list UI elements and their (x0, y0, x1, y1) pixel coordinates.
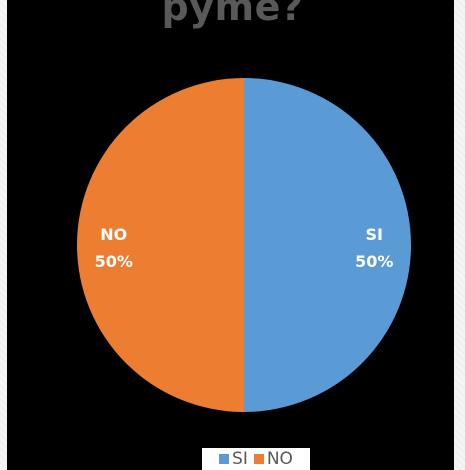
pie-slice-si (244, 78, 411, 412)
legend-swatch-si (219, 454, 230, 464)
data-label-percent-si: 50% (355, 252, 393, 271)
data-label-percent-no: 50% (95, 252, 133, 271)
pie-slice-no (77, 78, 244, 412)
data-label-category-si: SI (366, 225, 383, 244)
chart-title: pyme? (161, 0, 304, 29)
pie-slices (77, 78, 411, 412)
legend-item-si: SI (219, 449, 248, 469)
legend-label-no: NO (266, 449, 293, 469)
legend-item-no: NO (253, 449, 293, 469)
legend-label-si: SI (232, 449, 248, 469)
legend: SI NO (202, 448, 310, 470)
data-labels: SI 50% NO 50% (95, 225, 394, 271)
data-label-category-no: NO (100, 225, 127, 244)
legend-swatch-no (253, 454, 264, 464)
